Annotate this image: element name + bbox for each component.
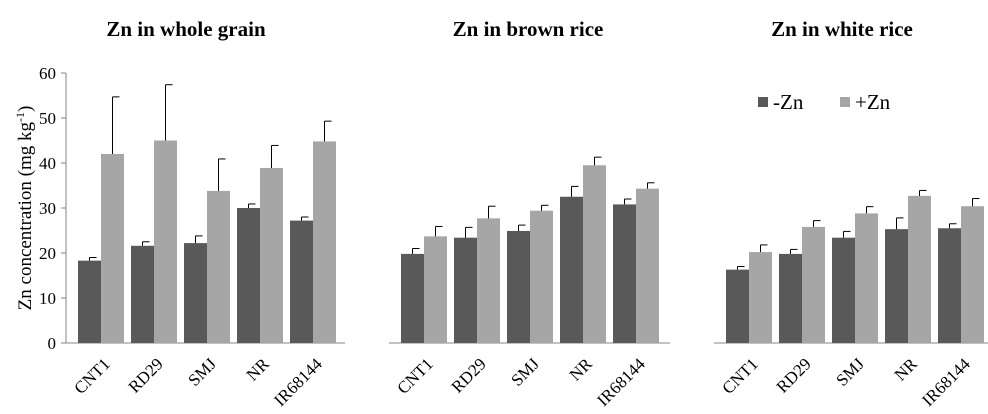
bar [961, 206, 984, 343]
bar [779, 253, 802, 343]
bar [207, 190, 230, 343]
bar [131, 245, 154, 343]
category-label: RD29 [125, 354, 167, 396]
bar [938, 228, 961, 343]
bar [507, 230, 530, 343]
bar [749, 252, 772, 343]
category-label: SMJ [832, 354, 868, 390]
bar [832, 237, 855, 343]
y-tick-label: 30 [39, 199, 56, 218]
bar [636, 188, 659, 343]
bar [583, 165, 606, 343]
bar [613, 204, 636, 343]
category-label: SMJ [507, 354, 543, 390]
bar [885, 229, 908, 343]
y-tick-label: 20 [39, 244, 56, 263]
legend-swatch [758, 97, 768, 107]
bar [313, 141, 336, 343]
y-tick-label: 10 [39, 289, 56, 308]
category-label: NR [243, 354, 274, 385]
bar [184, 243, 207, 343]
legend-label: -Zn [773, 90, 804, 114]
legend-swatch [840, 97, 850, 107]
bar [401, 253, 424, 343]
category-label: CNT1 [393, 354, 436, 397]
category-label: NR [891, 354, 922, 385]
bar [290, 220, 313, 343]
category-label: NR [566, 354, 597, 385]
y-tick-label: 0 [48, 334, 57, 353]
category-label: SMJ [184, 354, 220, 390]
category-label: CNT1 [70, 354, 113, 397]
bar [454, 237, 477, 343]
bar [237, 208, 260, 343]
bar [424, 236, 447, 343]
bar [530, 210, 553, 343]
category-label: IR68144 [270, 354, 326, 410]
bar [101, 154, 124, 343]
category-label: RD29 [773, 354, 815, 396]
panel-title: Zn in whole grain [106, 17, 266, 41]
bar [477, 218, 500, 343]
bar [802, 226, 825, 343]
category-label: CNT1 [718, 354, 761, 397]
panel-title: Zn in brown rice [453, 17, 604, 41]
category-label: IR68144 [593, 354, 649, 410]
bar [560, 196, 583, 343]
category-label: RD29 [448, 354, 490, 396]
bar [260, 167, 283, 343]
bar [908, 195, 931, 343]
y-axis-label: Zn concentration (mg kg-1) [13, 106, 36, 311]
bar [154, 140, 177, 343]
y-tick-label: 50 [39, 109, 56, 128]
legend-label: +Zn [855, 90, 891, 114]
category-label: IR68144 [918, 354, 974, 410]
bar [855, 213, 878, 343]
y-tick-label: 40 [39, 154, 56, 173]
bar [78, 260, 101, 343]
bar [726, 269, 749, 343]
panel-title: Zn in white rice [771, 17, 913, 41]
y-tick-label: 60 [39, 64, 56, 83]
